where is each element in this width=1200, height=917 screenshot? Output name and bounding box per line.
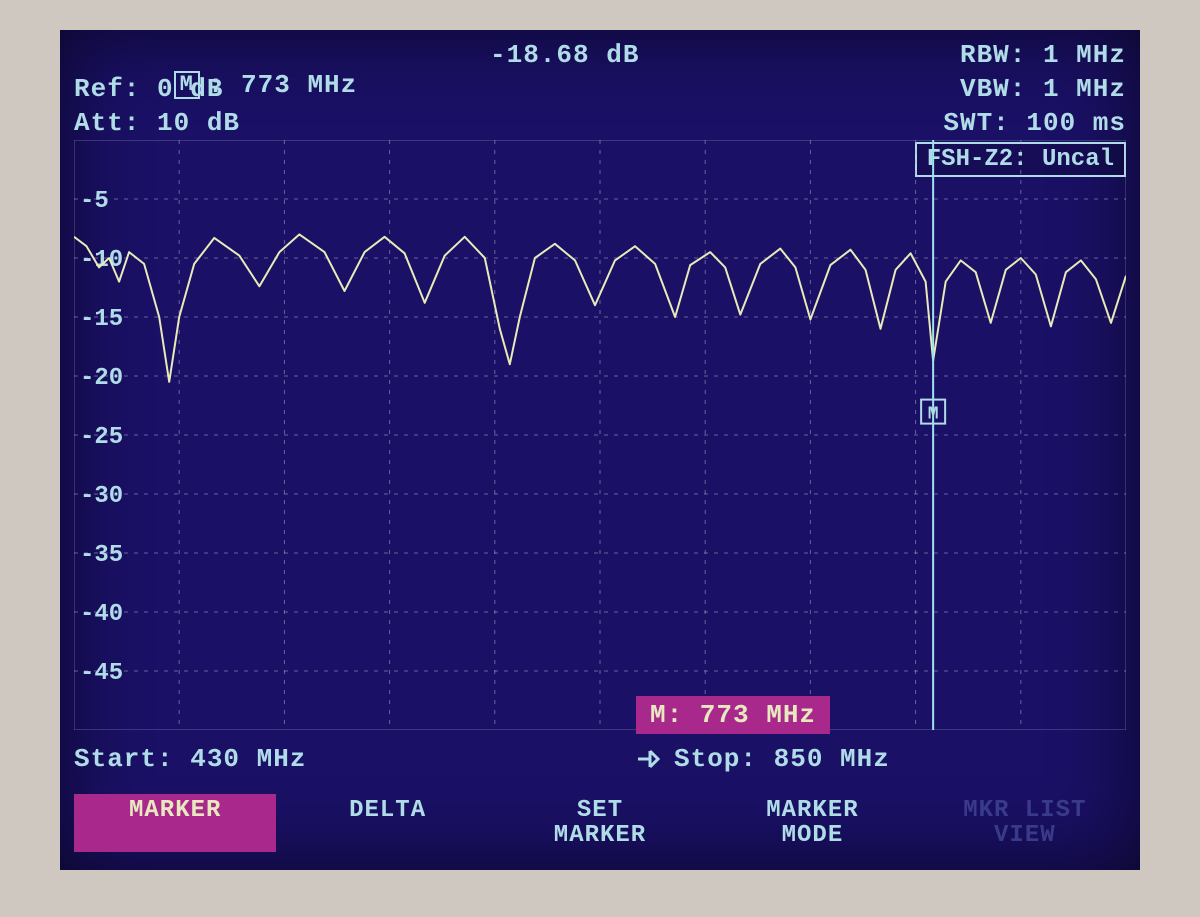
softkey-bar: MARKER DELTA SET MARKER MARKER MODE MKR …	[74, 794, 1126, 852]
svg-text:-20: -20	[80, 365, 123, 392]
trigger-icon	[636, 744, 664, 774]
plot-svg: -5 -10 -15 -20 -25 -30 -35 -40 -45 M	[74, 140, 1126, 730]
svg-text:-40: -40	[80, 601, 123, 628]
softkey-marker-mode[interactable]: MARKER MODE	[711, 794, 913, 852]
svg-text:-5: -5	[80, 188, 109, 215]
svg-text:-25: -25	[80, 424, 123, 451]
start-freq-readout: Start: 430 MHz	[74, 744, 306, 774]
spectrum-plot[interactable]: -5 -10 -15 -20 -25 -30 -35 -40 -45 M	[74, 140, 1126, 730]
stop-freq-readout: Stop: 850 MHz	[636, 744, 890, 774]
instrument-bezel: M: 773 MHz Ref: 0 dB Att: 10 dB -18.68 d…	[0, 0, 1200, 917]
softkey-delta[interactable]: DELTA	[286, 794, 488, 852]
svg-text:-15: -15	[80, 306, 123, 333]
softkey-set-marker[interactable]: SET MARKER	[499, 794, 701, 852]
swt-readout: SWT: 100 ms	[943, 108, 1126, 138]
marker-value-badge: M: 773 MHz	[636, 696, 830, 734]
softkey-mkr-list-view[interactable]: MKR LIST VIEW	[924, 794, 1126, 852]
marker-level-readout: -18.68 dB	[490, 40, 639, 70]
rbw-readout: RBW: 1 MHz	[960, 40, 1126, 70]
svg-text:-45: -45	[80, 660, 123, 687]
stop-freq-value: Stop: 850 MHz	[674, 744, 890, 774]
marker-freq-value: : 773 MHz	[208, 70, 357, 100]
ref-level-readout: Ref: 0 dB	[74, 74, 223, 104]
attenuation-readout: Att: 10 dB	[74, 108, 240, 138]
svg-text:-35: -35	[80, 542, 123, 569]
svg-text:-10: -10	[80, 247, 123, 274]
vbw-readout: VBW: 1 MHz	[960, 74, 1126, 104]
lcd-screen: M: 773 MHz Ref: 0 dB Att: 10 dB -18.68 d…	[60, 30, 1140, 870]
svg-text:M: M	[928, 405, 939, 425]
svg-text:-30: -30	[80, 483, 123, 510]
softkey-marker[interactable]: MARKER	[74, 794, 276, 852]
